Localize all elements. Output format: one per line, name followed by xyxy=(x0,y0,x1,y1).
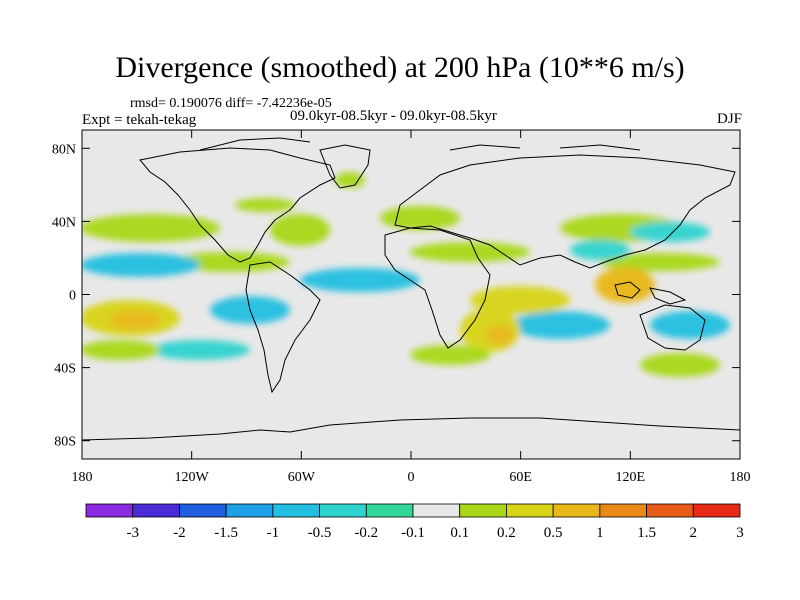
colorbar-label: -1.5 xyxy=(214,525,238,541)
field-patch xyxy=(300,268,420,292)
colorbar-swatch xyxy=(552,503,601,518)
greenland-coast xyxy=(319,144,371,189)
lon-tick-label: 0 xyxy=(408,470,415,485)
colorbar-label: -1 xyxy=(267,525,280,541)
colorbar-label: -0.5 xyxy=(308,525,332,541)
field-patch xyxy=(630,222,710,242)
lon-tick-label: 180 xyxy=(72,470,93,485)
colorbar-label: -0.1 xyxy=(401,525,425,541)
lat-tick-label: 40N xyxy=(52,215,76,230)
eurasia-coast xyxy=(394,154,736,269)
field-patch xyxy=(486,325,514,345)
field-patch xyxy=(650,311,730,339)
africa-coast xyxy=(384,227,491,349)
north-america-coast xyxy=(139,147,336,263)
field-patch xyxy=(600,253,720,271)
colorbar-swatch xyxy=(272,503,320,518)
field-patch xyxy=(150,340,250,360)
colorbar-label: -3 xyxy=(126,525,139,541)
colorbar-swatch xyxy=(646,503,694,518)
lat-tick-label: 40S xyxy=(54,362,76,377)
colorbar-swatch xyxy=(225,503,274,518)
colorbar-swatch xyxy=(506,503,554,518)
colorbar-label: -0.2 xyxy=(354,525,378,541)
field-patch xyxy=(510,311,610,339)
colorbar-swatch xyxy=(692,503,741,518)
lon-tick-label: 120E xyxy=(616,470,646,485)
colorbar-swatch xyxy=(412,503,461,518)
latitude-axis: 80N 40N 0 40S 80S xyxy=(52,142,740,450)
field-patch xyxy=(470,286,570,314)
lat-tick-label: 0 xyxy=(69,289,76,304)
colorbar-swatch xyxy=(599,503,647,518)
lon-tick-label: 60W xyxy=(288,470,316,485)
colorbar-label: 3 xyxy=(736,525,744,541)
field-patch xyxy=(570,240,630,260)
field-patch xyxy=(82,253,200,277)
field-patch xyxy=(380,206,460,230)
field-patch xyxy=(235,198,295,212)
colorbar-swatch xyxy=(459,503,507,518)
season-label: DJF xyxy=(716,111,742,127)
colorbar-swatch xyxy=(319,503,367,518)
colorbar-swatch xyxy=(85,503,134,518)
field-patch xyxy=(595,267,655,303)
arctic-islands-coast xyxy=(199,137,641,151)
lon-tick-label: 180 xyxy=(730,470,751,485)
lon-tick-label: 60E xyxy=(509,470,532,485)
field-patch xyxy=(82,340,160,360)
australia-coast xyxy=(639,304,706,351)
colorbar-label: 2 xyxy=(690,525,698,541)
stats-text: rmsd= 0.190076 diff= -7.42236e-05 xyxy=(130,96,332,111)
colorbar-swatch xyxy=(132,503,180,518)
experiment-label: Expt = tekah-tekag xyxy=(82,112,197,128)
colorbar-swatch xyxy=(179,503,227,518)
colorbar: -3 -2 -1.5 -1 -0.5 -0.2 -0.1 0.1 0.2 0.5 1 1.5 2 3 xyxy=(85,503,744,541)
lat-tick-label: 80N xyxy=(52,142,76,157)
field-patch xyxy=(335,172,365,188)
colorbar-label: 1.5 xyxy=(637,525,656,541)
colorbar-label: 0.1 xyxy=(450,525,469,541)
lat-tick-label: 80S xyxy=(54,435,76,450)
field-patch xyxy=(640,353,720,377)
field-patch xyxy=(410,345,490,365)
colorbar-label: -2 xyxy=(173,525,186,541)
coastlines xyxy=(82,137,740,441)
antarctica-coast xyxy=(82,417,740,441)
field-patch xyxy=(170,252,290,272)
field-patch xyxy=(410,242,530,262)
colorbar-label: 0.2 xyxy=(497,525,516,541)
maritime-continent-coast xyxy=(614,281,687,305)
longitude-axis: 180 120W 60W 0 60E 120E 180 xyxy=(72,130,751,485)
field-patch xyxy=(110,310,160,330)
colorbar-swatch xyxy=(365,503,414,518)
field-patch xyxy=(82,214,220,242)
field-patch xyxy=(270,214,330,246)
period-label: 09.0kyr-08.5kyr - 09.0kyr-08.5kyr xyxy=(290,108,497,124)
divergence-field xyxy=(82,172,730,377)
colorbar-label: 0.5 xyxy=(544,525,563,541)
south-america-coast xyxy=(245,261,321,394)
map-title: Divergence (smoothed) at 200 hPa (10**6 … xyxy=(115,51,685,84)
lon-tick-label: 120W xyxy=(175,470,210,485)
colorbar-label: 1 xyxy=(596,525,604,541)
